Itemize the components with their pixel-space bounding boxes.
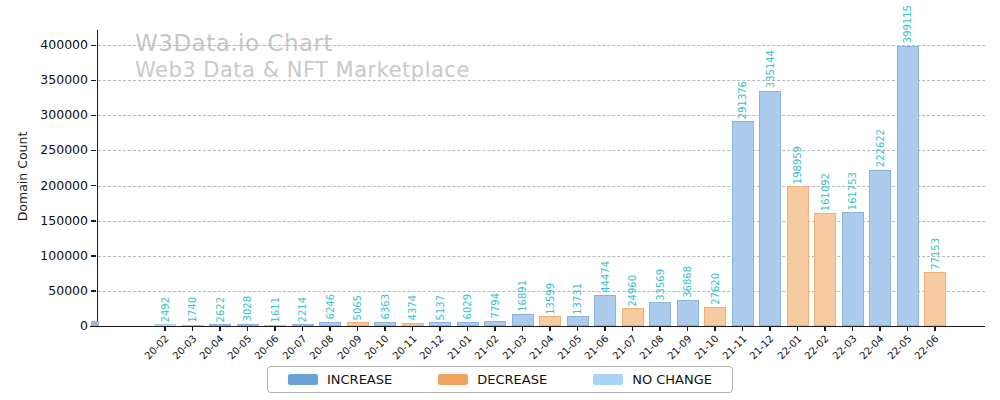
bar-value-label: 335144 bbox=[764, 50, 777, 88]
legend-item-decrease: DECREASE bbox=[438, 372, 547, 387]
y-tick bbox=[91, 80, 96, 81]
bar-value-label: 5137 bbox=[434, 295, 447, 320]
y-tick bbox=[91, 220, 96, 221]
clipped-bar-artifact bbox=[91, 321, 99, 326]
legend-label: INCREASE bbox=[327, 372, 392, 387]
bar-21-03 bbox=[512, 314, 534, 326]
bar-value-label: 2492 bbox=[159, 297, 172, 322]
bar-value-label: 4374 bbox=[406, 295, 419, 320]
bar-value-label: 198959 bbox=[791, 146, 804, 184]
bar-22-05 bbox=[897, 46, 919, 326]
bar-22-06 bbox=[924, 272, 946, 326]
bar-value-label: 36868 bbox=[681, 266, 694, 298]
y-tick-label: 200000 bbox=[30, 178, 88, 193]
bar-value-label: 5065 bbox=[351, 295, 364, 320]
y-tick bbox=[91, 255, 96, 256]
bar-value-label: 27620 bbox=[709, 273, 722, 305]
y-tick-label: 100000 bbox=[30, 248, 88, 263]
bar-value-label: 3028 bbox=[241, 296, 254, 321]
legend-item-no_change: NO CHANGE bbox=[593, 372, 712, 387]
chart-subtitle: Web3 Data & NFT Marketplace bbox=[135, 58, 470, 82]
bar-value-label: 1740 bbox=[186, 297, 199, 322]
bar-value-label: 77153 bbox=[929, 238, 942, 270]
legend-label: NO CHANGE bbox=[632, 372, 712, 387]
bar-21-11 bbox=[732, 121, 754, 326]
bar-21-06 bbox=[594, 295, 616, 326]
bar-value-label: 13731 bbox=[571, 283, 584, 315]
bar-chart: W3Data.io Chart Web3 Data & NFT Marketpl… bbox=[0, 0, 1000, 400]
y-axis-label: Domain Count bbox=[15, 102, 30, 252]
y-tick bbox=[91, 290, 96, 291]
bar-value-label: 399115 bbox=[901, 5, 914, 43]
bar-21-09 bbox=[677, 300, 699, 326]
y-tick-label: 150000 bbox=[30, 213, 88, 228]
x-axis-spine bbox=[90, 326, 985, 328]
bar-21-12 bbox=[759, 91, 781, 326]
bar-21-08 bbox=[649, 302, 671, 326]
bar-21-10 bbox=[704, 307, 726, 326]
bar-22-02 bbox=[814, 213, 836, 326]
y-tick bbox=[91, 150, 96, 151]
bar-value-label: 1611 bbox=[269, 297, 282, 322]
y-tick-label: 50000 bbox=[30, 283, 88, 298]
legend-item-increase: INCREASE bbox=[288, 372, 392, 387]
chart-title: W3Data.io Chart bbox=[135, 30, 333, 56]
y-tick-label: 250000 bbox=[30, 142, 88, 157]
gridline bbox=[98, 115, 985, 116]
bar-value-label: 16891 bbox=[516, 280, 529, 312]
bar-value-label: 2214 bbox=[296, 297, 309, 322]
legend-swatch-decrease bbox=[438, 374, 468, 385]
bar-value-label: 161092 bbox=[819, 173, 832, 211]
y-tick bbox=[91, 45, 96, 46]
gridline bbox=[98, 80, 985, 81]
bar-value-label: 33569 bbox=[654, 269, 667, 301]
bar-value-label: 24960 bbox=[626, 275, 639, 307]
legend-swatch-no_change bbox=[593, 374, 623, 385]
bar-value-label: 13599 bbox=[544, 283, 557, 315]
bar-value-label: 6029 bbox=[461, 294, 474, 319]
bar-value-label: 2622 bbox=[214, 297, 227, 322]
gridline bbox=[98, 150, 985, 151]
bar-22-03 bbox=[842, 212, 864, 326]
bar-value-label: 161753 bbox=[846, 172, 859, 210]
legend-label: DECREASE bbox=[477, 372, 547, 387]
y-tick-label: 0 bbox=[30, 318, 88, 333]
bar-value-label: 6246 bbox=[324, 294, 337, 319]
y-axis-spine bbox=[97, 30, 99, 326]
bar-21-07 bbox=[622, 308, 644, 326]
y-tick-label: 300000 bbox=[30, 107, 88, 122]
bar-value-label: 6363 bbox=[379, 294, 392, 319]
bar-22-01 bbox=[787, 186, 809, 326]
legend-swatch-increase bbox=[288, 374, 318, 385]
legend: INCREASE DECREASE NO CHANGE bbox=[267, 366, 733, 393]
bar-value-label: 7794 bbox=[489, 293, 502, 318]
y-tick bbox=[91, 115, 96, 116]
bar-value-label: 291376 bbox=[736, 81, 749, 119]
y-tick-label: 400000 bbox=[30, 37, 88, 52]
y-tick bbox=[91, 185, 96, 186]
bar-value-label: 44474 bbox=[599, 261, 612, 293]
bar-value-label: 222622 bbox=[874, 129, 887, 167]
y-tick-label: 350000 bbox=[30, 72, 88, 87]
gridline bbox=[98, 45, 985, 46]
bar-22-04 bbox=[869, 170, 891, 326]
